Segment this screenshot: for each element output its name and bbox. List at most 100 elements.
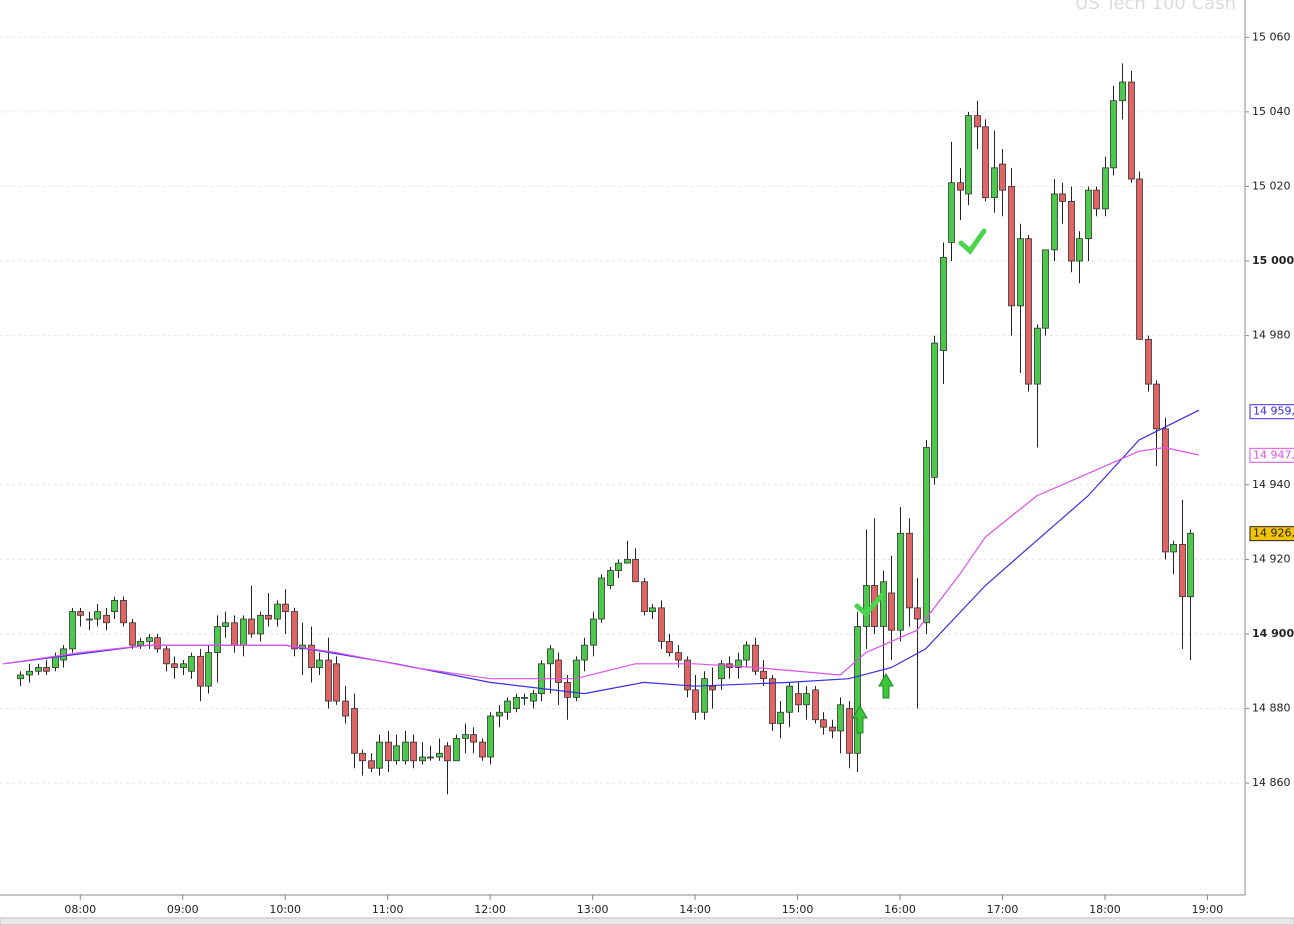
candle-body — [564, 682, 571, 698]
candle-body — [795, 693, 802, 706]
candle-body — [240, 618, 247, 646]
candle-body — [607, 570, 614, 586]
candle-body — [1068, 200, 1075, 262]
candle-body — [940, 256, 947, 351]
candle-body — [820, 719, 827, 728]
candle-body — [257, 614, 264, 635]
candle-body — [735, 659, 742, 668]
candle-body — [376, 741, 383, 769]
y-tick-label: 14 920 — [1252, 552, 1291, 565]
x-tick-label: 15:00 — [782, 903, 814, 916]
check-marker — [958, 228, 987, 255]
x-tick-label: 18:00 — [1089, 903, 1121, 916]
candle-body — [1085, 189, 1092, 240]
candle-body — [1128, 81, 1135, 180]
candle-body — [103, 614, 110, 624]
candle-body — [777, 711, 784, 724]
candle-body — [231, 622, 238, 646]
candle-body — [752, 644, 759, 672]
candle-body — [470, 734, 477, 743]
candle-body — [171, 663, 178, 668]
candle-body — [1187, 532, 1194, 598]
candle-body — [462, 734, 469, 739]
candle-body — [410, 741, 417, 762]
moving-average — [3, 446, 1200, 680]
candle-body — [1051, 193, 1058, 251]
candle-body — [658, 607, 665, 642]
x-tick-label: 19:00 — [1192, 903, 1224, 916]
x-tick-label: 17:00 — [987, 903, 1019, 916]
y-tick-label: 14 860 — [1252, 776, 1291, 789]
candle-body — [863, 585, 870, 627]
candle-body — [1059, 193, 1066, 202]
candle-body — [342, 700, 349, 717]
price-label-box — [1249, 404, 1294, 420]
candle-body — [222, 622, 229, 627]
candle-body — [897, 532, 904, 631]
x-tick-label: 11:00 — [372, 903, 404, 916]
candle-body — [205, 652, 212, 687]
candle-body — [581, 644, 588, 661]
price-label-box — [1249, 526, 1294, 542]
candle-body — [965, 115, 972, 195]
x-tick-label: 10:00 — [269, 903, 301, 916]
candle-body — [496, 711, 503, 717]
candle-body — [709, 685, 716, 691]
candle-body — [351, 708, 358, 754]
candle-body — [1042, 249, 1049, 329]
candle-body — [991, 167, 998, 199]
candle-body — [77, 611, 84, 616]
candle-body — [265, 614, 272, 620]
buy-arrow — [878, 673, 894, 699]
candle-body — [1179, 544, 1186, 598]
candle-body — [111, 599, 118, 612]
candle-body — [359, 752, 366, 762]
candle-body — [504, 700, 511, 713]
candle-body — [393, 745, 400, 762]
candle-body — [368, 760, 375, 769]
candle-body — [555, 659, 562, 683]
price-label: 14 947,9 — [1253, 448, 1294, 461]
y-tick-label: 15 040 — [1252, 105, 1291, 118]
x-tick-label: 14:00 — [679, 903, 711, 916]
candle-body — [1110, 100, 1117, 169]
candle-body — [1093, 189, 1100, 210]
candle-body — [35, 667, 42, 672]
price-label: 14 926,9 — [1253, 527, 1294, 540]
candle-body — [880, 581, 887, 627]
scrollbar — [0, 917, 1294, 925]
candle-body — [427, 756, 434, 759]
y-tick-label: 14 980 — [1252, 329, 1291, 342]
candle-body — [641, 581, 648, 612]
candle-body — [1034, 327, 1041, 385]
candle-body — [837, 704, 844, 732]
candle-body — [120, 599, 127, 624]
price-label: 14 959,6 — [1253, 405, 1294, 418]
candle-body — [129, 622, 136, 646]
candle-body — [1076, 238, 1083, 262]
y-tick-label: 14 900 — [1252, 627, 1294, 640]
candle-body — [666, 641, 673, 654]
candle-body — [1153, 383, 1160, 430]
candle-body — [436, 752, 443, 758]
candle-body — [769, 678, 776, 724]
candle-body — [547, 648, 554, 665]
x-tick-label: 09:00 — [167, 903, 199, 916]
candle-body — [632, 558, 639, 583]
candle-body — [786, 685, 793, 713]
y-tick-label: 14 940 — [1252, 478, 1291, 491]
candle-body — [513, 696, 520, 709]
candle-body — [914, 607, 921, 620]
candle-body — [402, 741, 409, 762]
candle-body — [521, 696, 528, 699]
candle-body — [888, 592, 895, 631]
candle-body — [385, 741, 392, 762]
candle-body — [718, 663, 725, 680]
candle-body — [803, 693, 810, 706]
candle-body — [26, 670, 33, 676]
candle-body — [86, 618, 93, 621]
y-tick-label: 15 020 — [1252, 179, 1291, 192]
